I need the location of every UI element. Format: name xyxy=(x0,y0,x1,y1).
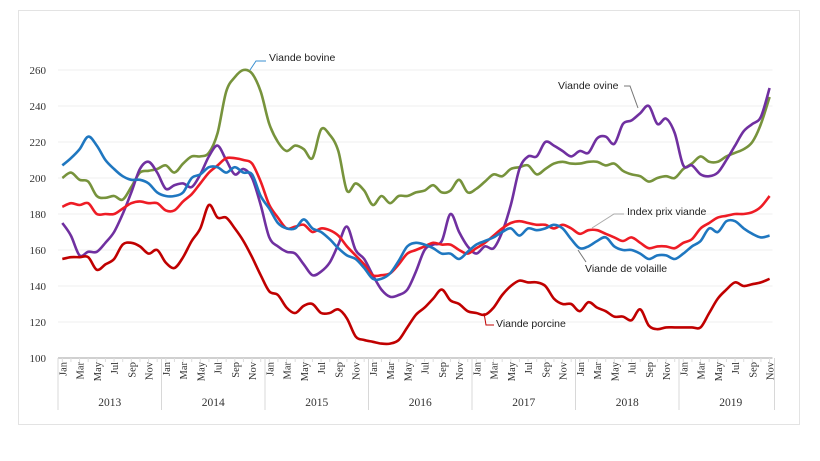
y-tick-label: 120 xyxy=(30,317,47,329)
leader-bovine xyxy=(249,60,266,71)
month-label: Jul xyxy=(628,362,639,374)
month-label: Jul xyxy=(421,362,432,374)
month-label: Nov xyxy=(455,361,466,380)
label-viande-bovine: Viande bovine xyxy=(269,52,336,64)
label-viande-porcine: Viande porcine xyxy=(496,318,566,330)
y-axis: 100 120 140 160 180 200 220 240 260 xyxy=(30,65,47,365)
month-label: Nov xyxy=(662,361,673,380)
series-line-viande-ovine xyxy=(61,87,771,299)
leader-volaille xyxy=(577,249,587,263)
month-label: Jan xyxy=(369,361,380,376)
month-label: May xyxy=(93,361,104,381)
month-label: Jan xyxy=(576,361,587,376)
year-label: 2019 xyxy=(719,397,742,409)
month-label: Sep xyxy=(231,362,242,378)
y-tick-label: 100 xyxy=(30,353,47,365)
month-label: May xyxy=(403,361,414,381)
month-label: Sep xyxy=(645,362,656,378)
year-label: 2016 xyxy=(409,397,432,409)
month-label: Mar xyxy=(697,362,708,380)
leader-index xyxy=(591,213,624,229)
year-label: 2017 xyxy=(512,397,535,409)
series-annotations: Viande bovine Viande ovine Index prix vi… xyxy=(249,52,707,330)
year-label: 2018 xyxy=(616,397,639,409)
label-viande-de-volaille: Viande de volaille xyxy=(585,263,667,275)
month-label: Jan xyxy=(472,361,483,376)
month-label: Sep xyxy=(541,362,552,378)
month-label: Mar xyxy=(179,362,190,380)
month-label: Jul xyxy=(524,362,535,374)
label-index-prix-viande: Index prix viande xyxy=(627,206,707,218)
leader-ovine xyxy=(624,85,639,109)
month-label: May xyxy=(300,361,311,381)
series-lines xyxy=(61,68,771,346)
month-label: Mar xyxy=(76,362,87,380)
month-label: Jan xyxy=(162,361,173,376)
y-tick-label: 260 xyxy=(30,65,47,77)
month-label: Sep xyxy=(334,362,345,378)
year-label: 2013 xyxy=(98,397,121,409)
month-label: Jul xyxy=(317,362,328,374)
month-label: Nov xyxy=(559,361,570,380)
month-label: Jan xyxy=(679,361,690,376)
month-label: May xyxy=(714,361,725,381)
y-tick-label: 140 xyxy=(30,281,47,293)
month-label: Mar xyxy=(386,362,397,380)
series-line-viande-bovine xyxy=(61,68,771,207)
leader-porcine xyxy=(483,312,494,326)
month-label: Nov xyxy=(766,361,777,380)
chart-frame xyxy=(18,10,800,425)
x-axis: Jan Mar May Jul Sep Nov Jan Mar May Jul Sep Nov Jan M… xyxy=(57,358,777,410)
month-label: Mar xyxy=(283,362,294,380)
month-label: Sep xyxy=(748,362,759,378)
y-tick-label: 200 xyxy=(30,173,47,185)
month-label: May xyxy=(196,361,207,381)
gridlines xyxy=(58,69,773,359)
y-tick-label: 240 xyxy=(30,101,47,113)
label-viande-ovine: Viande ovine xyxy=(558,80,619,92)
year-label: 2015 xyxy=(305,397,328,409)
month-label: May xyxy=(610,361,621,381)
series-line-index-prix-viande xyxy=(61,156,771,278)
y-tick-label: 160 xyxy=(30,245,47,257)
month-label: Jan xyxy=(58,361,69,376)
month-label: Jul xyxy=(731,362,742,374)
series-line-viande-porcine xyxy=(62,203,771,346)
month-label: Jul xyxy=(214,362,225,374)
month-label: Jan xyxy=(265,361,276,376)
y-tick-label: 220 xyxy=(30,137,47,149)
y-tick-label: 180 xyxy=(30,209,47,221)
month-label: Nov xyxy=(145,361,156,380)
month-label: Mar xyxy=(490,362,501,380)
month-label: Nov xyxy=(352,361,363,380)
year-label: 2014 xyxy=(202,397,225,409)
series-line-viande-de-volaille xyxy=(61,135,770,282)
month-label: Jul xyxy=(110,362,121,374)
month-label: Nov xyxy=(248,361,259,380)
month-label: Sep xyxy=(127,362,138,378)
month-label: Sep xyxy=(438,362,449,378)
month-label: Mar xyxy=(593,362,604,380)
month-label: May xyxy=(507,361,518,381)
